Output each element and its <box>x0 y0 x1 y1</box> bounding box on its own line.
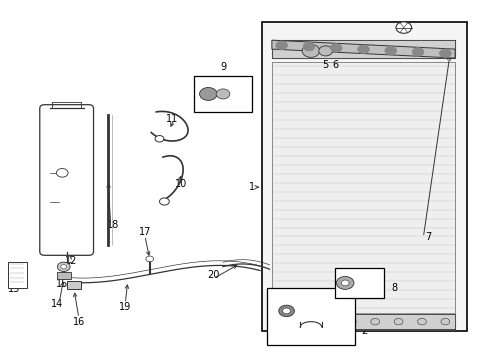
Circle shape <box>57 262 70 271</box>
Circle shape <box>146 256 154 262</box>
Text: 17: 17 <box>139 227 151 237</box>
Text: 14: 14 <box>51 299 63 309</box>
Circle shape <box>330 44 342 52</box>
Circle shape <box>56 168 68 177</box>
Text: 8: 8 <box>391 283 397 293</box>
Text: 10: 10 <box>175 179 188 189</box>
Bar <box>194 76 252 112</box>
Text: 20: 20 <box>207 270 220 280</box>
Circle shape <box>216 89 230 99</box>
Polygon shape <box>272 315 455 329</box>
Bar <box>8 262 26 288</box>
Text: 18: 18 <box>107 220 119 230</box>
Text: 4: 4 <box>403 24 409 35</box>
Circle shape <box>358 45 369 54</box>
Circle shape <box>199 87 217 100</box>
Circle shape <box>301 319 309 325</box>
Text: 11: 11 <box>166 114 178 124</box>
Text: 6: 6 <box>332 60 339 70</box>
Text: 7: 7 <box>425 232 431 242</box>
Circle shape <box>159 198 169 205</box>
Circle shape <box>371 319 380 325</box>
Bar <box>267 288 355 345</box>
Text: 2: 2 <box>362 325 368 336</box>
Text: 16: 16 <box>73 317 85 327</box>
Circle shape <box>347 319 356 325</box>
Circle shape <box>394 319 403 325</box>
Circle shape <box>277 319 286 325</box>
FancyBboxPatch shape <box>40 105 94 255</box>
Circle shape <box>441 319 450 325</box>
Text: 13: 13 <box>8 284 21 294</box>
Circle shape <box>440 49 451 58</box>
Bar <box>262 22 467 330</box>
Text: 3: 3 <box>274 301 280 311</box>
Circle shape <box>417 319 426 325</box>
Text: 15: 15 <box>55 279 68 289</box>
Text: 12: 12 <box>65 256 78 266</box>
Circle shape <box>341 280 349 286</box>
Circle shape <box>303 42 315 51</box>
Circle shape <box>283 308 291 314</box>
Circle shape <box>385 46 396 55</box>
Polygon shape <box>272 40 455 58</box>
Bar <box>335 268 384 298</box>
Text: 9: 9 <box>220 62 226 72</box>
Bar <box>272 62 455 313</box>
Circle shape <box>396 22 412 33</box>
Text: 1: 1 <box>249 182 255 192</box>
Circle shape <box>336 276 354 289</box>
Circle shape <box>61 265 67 269</box>
Text: 19: 19 <box>119 302 131 312</box>
Circle shape <box>319 46 332 56</box>
Circle shape <box>276 41 288 50</box>
Bar <box>57 272 71 279</box>
Circle shape <box>324 319 333 325</box>
Polygon shape <box>272 40 455 58</box>
Circle shape <box>279 305 294 317</box>
Circle shape <box>412 48 424 56</box>
Circle shape <box>155 135 164 142</box>
Text: 5: 5 <box>322 60 329 70</box>
Circle shape <box>302 44 320 57</box>
Bar <box>67 282 81 289</box>
